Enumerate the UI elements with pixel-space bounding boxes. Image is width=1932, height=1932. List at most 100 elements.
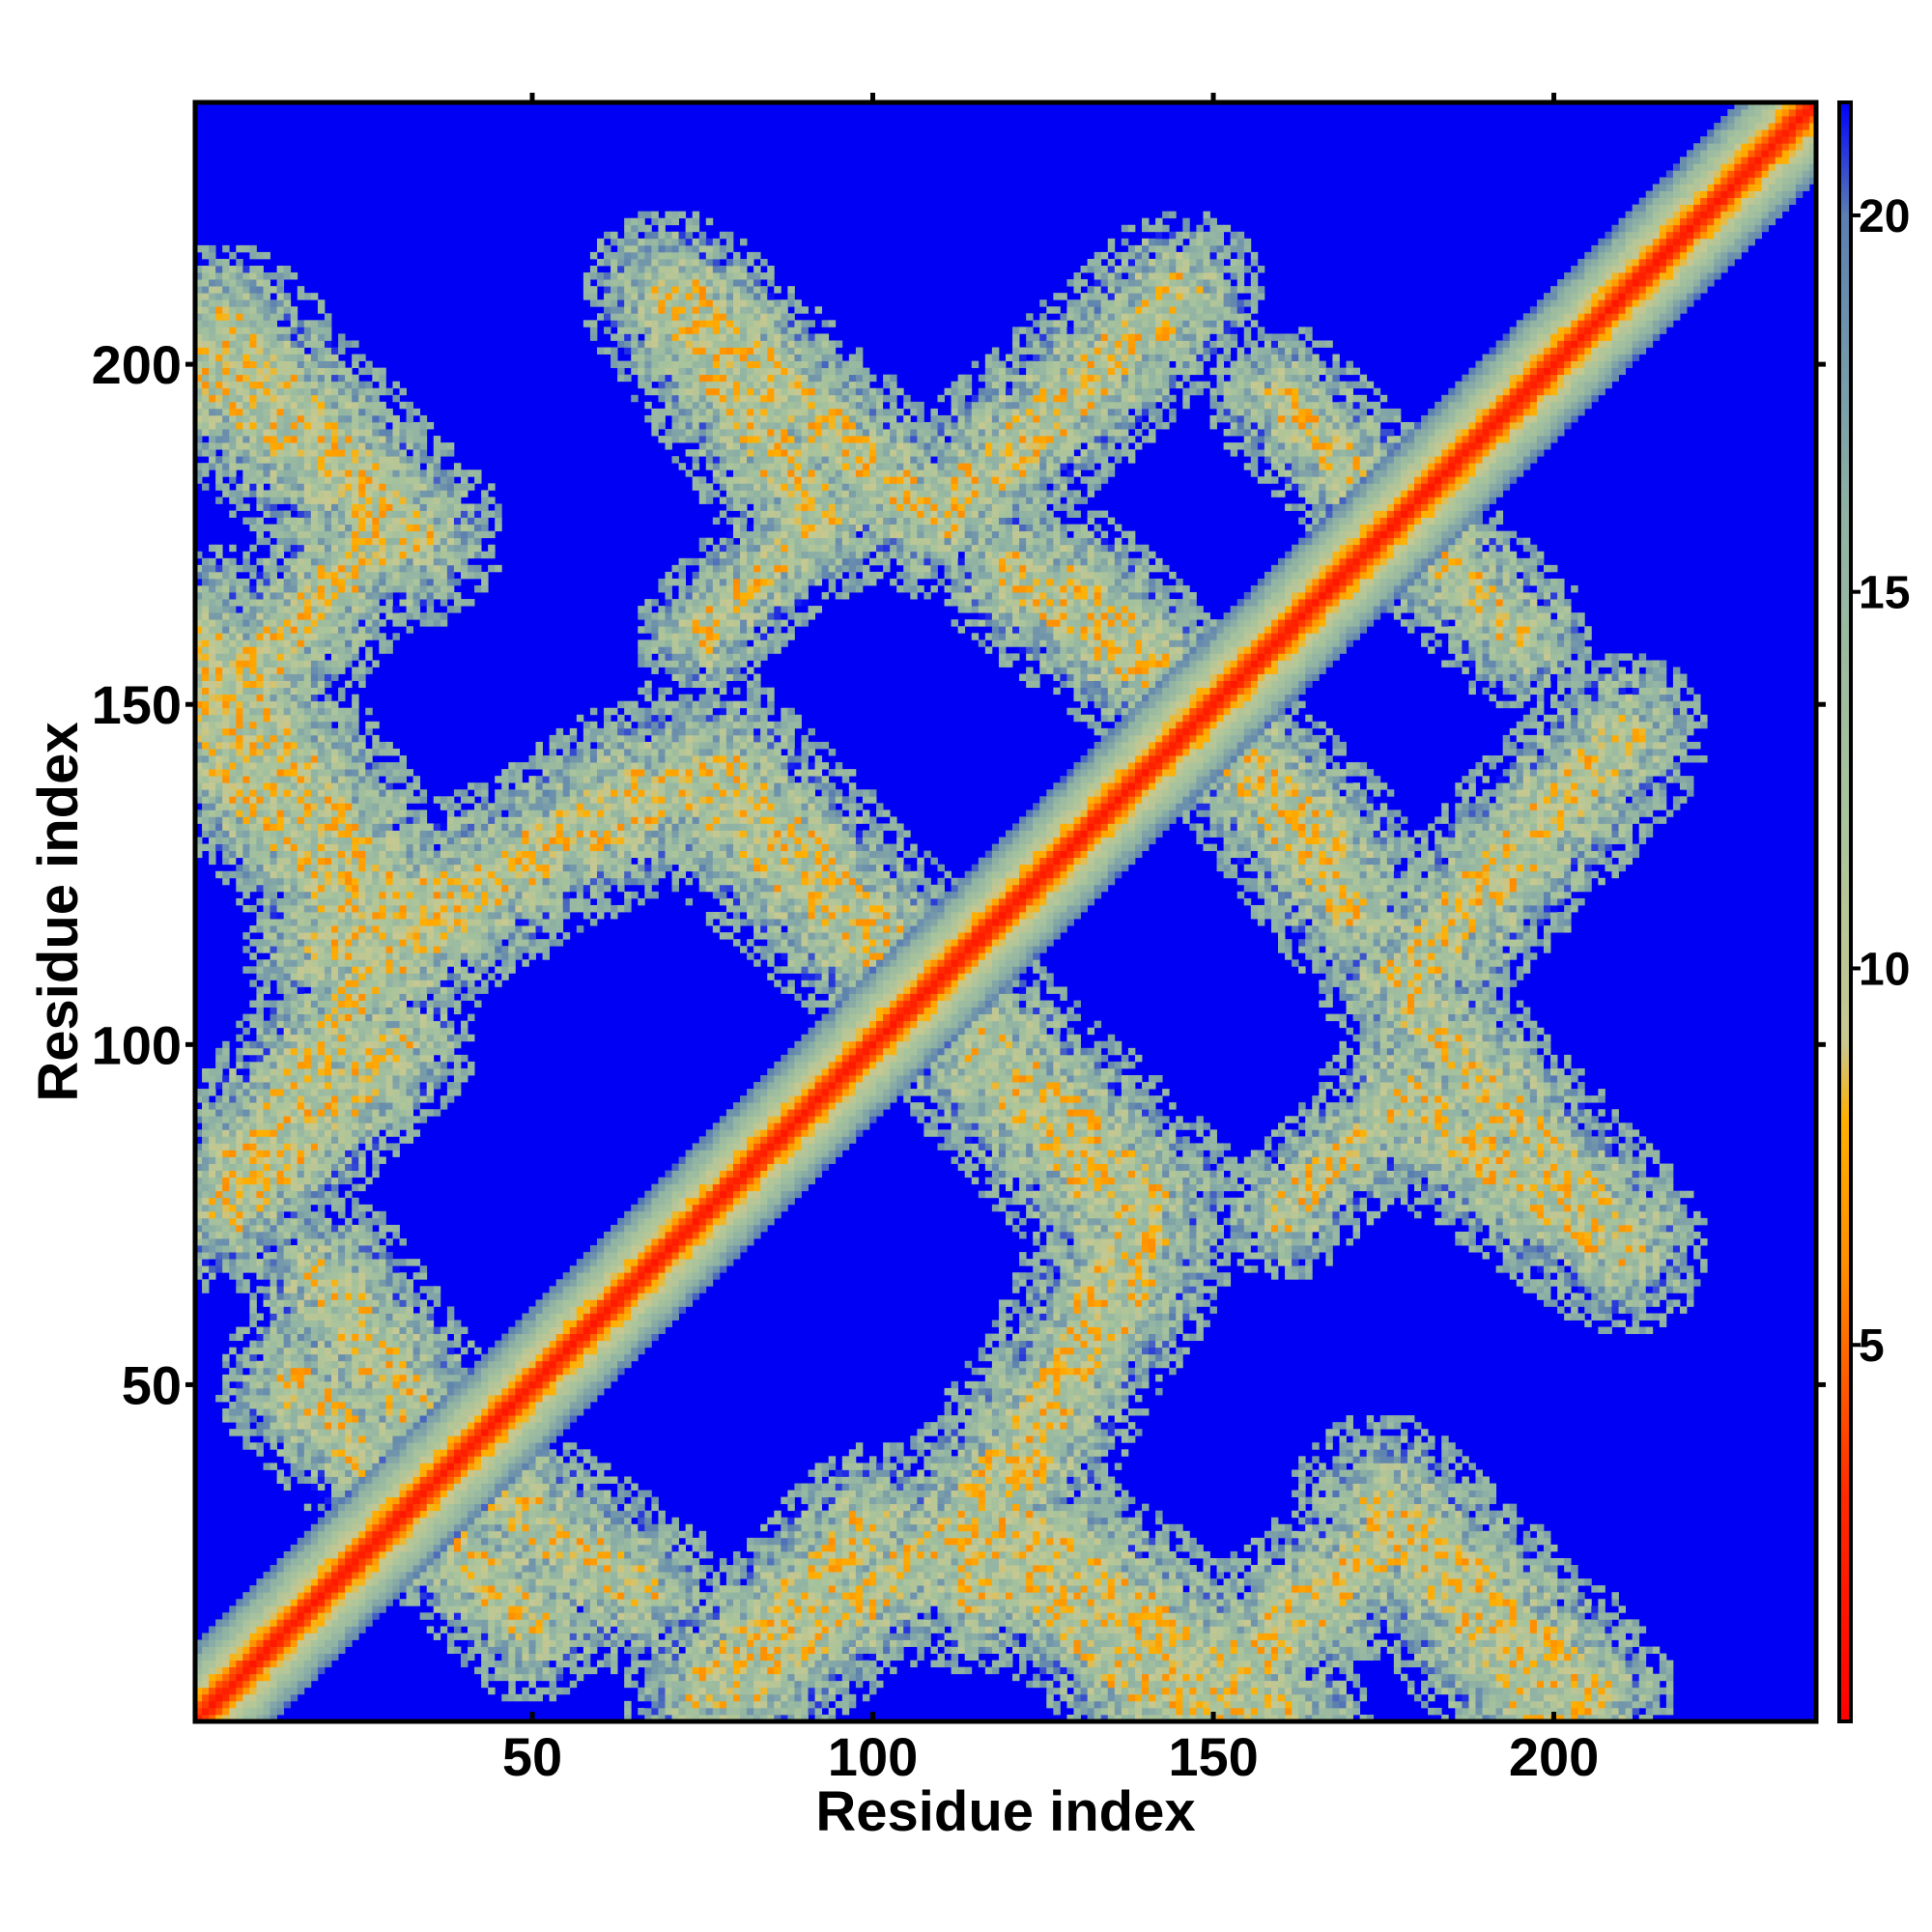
heatmap-cell — [249, 463, 256, 469]
heatmap-cell — [311, 1442, 318, 1449]
heatmap-cell — [311, 1178, 318, 1184]
heatmap-cell — [331, 639, 338, 646]
heatmap-cell — [236, 865, 242, 871]
heatmap-cell — [372, 1293, 379, 1299]
heatmap-cell — [256, 762, 263, 769]
heatmap-cell — [311, 1484, 318, 1491]
heatmap-cell — [331, 1449, 338, 1456]
heatmap-cell — [304, 456, 311, 463]
heatmap-cell — [209, 409, 215, 415]
heatmap-cell — [338, 518, 345, 525]
heatmap-cell — [215, 1150, 222, 1156]
heatmap-cell — [277, 885, 284, 892]
heatmap-cell — [325, 552, 331, 558]
heatmap-cell — [249, 483, 256, 490]
heatmap-cell — [379, 1422, 385, 1429]
heatmap-cell — [229, 1667, 236, 1674]
heatmap-cell — [264, 456, 270, 463]
heatmap-cell — [284, 810, 291, 816]
heatmap-cell — [298, 1619, 304, 1626]
heatmap-cell — [249, 1354, 256, 1361]
heatmap-cell — [284, 871, 291, 878]
heatmap-cell — [215, 422, 222, 429]
heatmap-cell — [229, 1225, 236, 1232]
heatmap-cell — [365, 1306, 372, 1313]
heatmap-cell — [311, 1476, 318, 1483]
heatmap-cell — [352, 340, 358, 347]
heatmap-cell — [318, 599, 325, 606]
heatmap-cell — [304, 1075, 311, 1082]
heatmap-cell — [270, 1435, 277, 1442]
heatmap-cell — [202, 266, 209, 272]
heatmap-cell — [318, 755, 325, 762]
heatmap-cell — [256, 1667, 263, 1674]
heatmap-cell — [311, 1408, 318, 1415]
heatmap-cell — [338, 1245, 345, 1252]
heatmap-cell — [215, 279, 222, 286]
heatmap-cell — [304, 810, 311, 816]
heatmap-cell — [249, 1348, 256, 1354]
heatmap-cell — [298, 490, 304, 497]
heatmap-cell — [264, 898, 270, 905]
heatmap-cell — [338, 1429, 345, 1435]
heatmap-cell — [256, 1225, 263, 1232]
heatmap-cell — [284, 1321, 291, 1327]
heatmap-cell — [264, 1585, 270, 1592]
heatmap-cell — [284, 361, 291, 368]
heatmap-cell — [304, 776, 311, 782]
heatmap-cell — [298, 456, 304, 463]
heatmap-cell — [256, 340, 263, 347]
heatmap-cell — [264, 361, 270, 368]
heatmap-cell — [311, 1055, 318, 1062]
heatmap-cell — [215, 796, 222, 803]
heatmap-cell — [311, 912, 318, 919]
heatmap-cell — [242, 585, 249, 592]
heatmap-cell — [345, 1313, 352, 1320]
heatmap-cell — [379, 511, 385, 518]
heatmap-cell — [358, 952, 365, 959]
heatmap-cell — [311, 320, 318, 327]
heatmap-cell — [284, 708, 291, 715]
heatmap-cell — [372, 980, 379, 986]
heatmap-cell — [256, 838, 263, 844]
heatmap-cell — [365, 1178, 372, 1184]
heatmap-cell — [270, 1259, 277, 1265]
heatmap-cell — [372, 1538, 379, 1545]
heatmap-cell — [372, 436, 379, 442]
heatmap-cell — [249, 735, 256, 742]
heatmap-cell — [318, 708, 325, 715]
heatmap-cell — [304, 858, 311, 865]
heatmap-cell — [345, 844, 352, 851]
heatmap-cell — [372, 463, 379, 469]
heatmap-cell — [311, 646, 318, 653]
heatmap-cell — [264, 966, 270, 973]
heatmap-cell — [249, 355, 256, 361]
heatmap-cell — [298, 1178, 304, 1184]
heatmap-cell — [291, 483, 298, 490]
heatmap-cell — [325, 715, 331, 722]
heatmap-cell — [331, 1238, 338, 1245]
heatmap-cell — [372, 932, 379, 939]
heatmap-cell — [291, 1545, 298, 1551]
heatmap-cell — [298, 646, 304, 653]
heatmap-cell — [298, 1654, 304, 1661]
heatmap-cell — [229, 375, 236, 382]
heatmap-cell — [236, 382, 242, 388]
heatmap-cell — [331, 579, 338, 585]
heatmap-cell — [385, 409, 392, 415]
heatmap-cell — [331, 1395, 338, 1402]
heatmap-cell — [291, 1619, 298, 1626]
heatmap-cell — [358, 1068, 365, 1075]
heatmap-cell — [338, 898, 345, 905]
heatmap-cell — [379, 565, 385, 572]
heatmap-cell — [298, 1150, 304, 1156]
heatmap-cell — [291, 619, 298, 626]
heatmap-cell — [202, 660, 209, 667]
heatmap-cell — [318, 912, 325, 919]
heatmap-cell — [304, 503, 311, 510]
heatmap-cell — [284, 878, 291, 885]
heatmap-cell — [264, 823, 270, 830]
heatmap-cell — [277, 1640, 284, 1647]
heatmap-cell — [331, 1578, 338, 1585]
heatmap-cell — [345, 1136, 352, 1143]
